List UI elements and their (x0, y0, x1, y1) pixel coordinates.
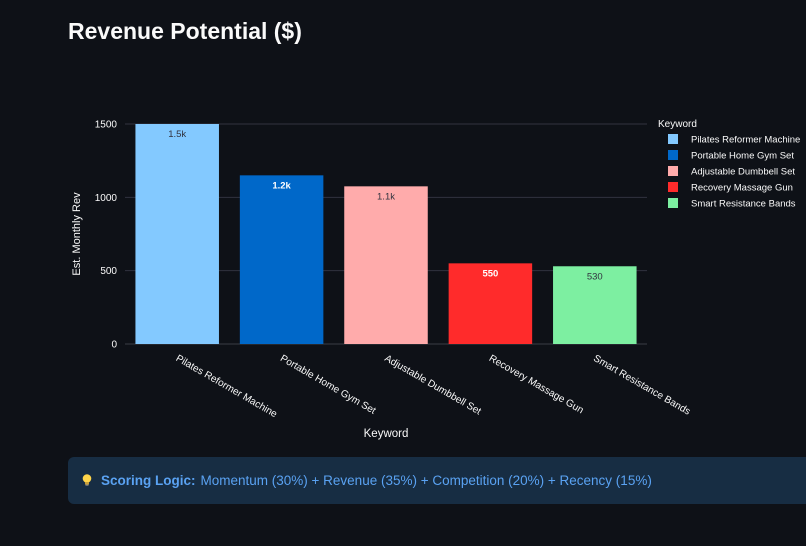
legend-item-label[interactable]: Portable Home Gym Set (691, 151, 794, 162)
bar-chart: 1.5k 1.2k 1.1k 550 530 0 500 1000 1500 Pilates … (71, 119, 800, 440)
bar-data-label: 1.5k (168, 129, 186, 140)
x-tick-label: Smart Resistance Bands (591, 353, 692, 418)
bar[interactable] (553, 266, 637, 344)
bar-data-label: 1.1k (377, 191, 395, 202)
y-tick-label: 1000 (95, 193, 118, 204)
x-tick-label: Adjustable Dumbbell Set (383, 353, 484, 417)
y-axis-ticks: 0 500 1000 1500 (95, 120, 118, 351)
legend-item-label[interactable]: Recovery Massage Gun (691, 183, 793, 194)
y-tick-label: 0 (111, 340, 117, 351)
bar-data-label: 550 (482, 268, 498, 279)
info-label: Scoring Logic: (101, 473, 196, 488)
bar-data-label: 530 (587, 271, 603, 282)
bar[interactable] (344, 186, 428, 344)
chart-bars: 1.5k 1.2k 1.1k 550 530 (135, 124, 637, 344)
legend-swatch[interactable] (668, 166, 678, 176)
legend-title: Keyword (658, 119, 697, 130)
bar-data-label: 1.2k (272, 180, 291, 191)
info-text: Momentum (30%) + Revenue (35%) + Competi… (200, 473, 652, 488)
x-axis-ticks: Pilates Reformer Machine Portable Home Gy… (174, 353, 692, 420)
page-title: Revenue Potential ($) (68, 18, 302, 44)
chart-legend: Keyword Pilates Reformer Machine Portable… (658, 119, 800, 210)
x-tick-label: Recovery Massage Gun (487, 353, 585, 416)
x-tick-label: Portable Home Gym Set (278, 353, 378, 417)
lightbulb-icon (82, 473, 92, 486)
legend-item-label[interactable]: Smart Resistance Bands (691, 199, 796, 210)
legend-swatch[interactable] (668, 198, 678, 208)
legend-item-label[interactable]: Pilates Reformer Machine (691, 135, 800, 146)
bar[interactable] (239, 175, 324, 344)
legend-item-label[interactable]: Adjustable Dumbbell Set (691, 167, 795, 178)
scoring-logic-info: Scoring Logic: Momentum (30%) + Revenue … (68, 457, 806, 504)
legend-swatch[interactable] (668, 134, 678, 144)
x-tick-label: Pilates Reformer Machine (174, 353, 280, 420)
y-tick-label: 1500 (95, 120, 118, 131)
y-tick-label: 500 (100, 266, 117, 277)
bar[interactable] (448, 263, 533, 344)
y-axis-label: Est. Monthly Rev (71, 192, 83, 276)
bar[interactable] (135, 124, 219, 344)
x-axis-label: Keyword (364, 428, 409, 440)
legend-swatch[interactable] (668, 182, 678, 192)
legend-swatch[interactable] (668, 150, 678, 160)
